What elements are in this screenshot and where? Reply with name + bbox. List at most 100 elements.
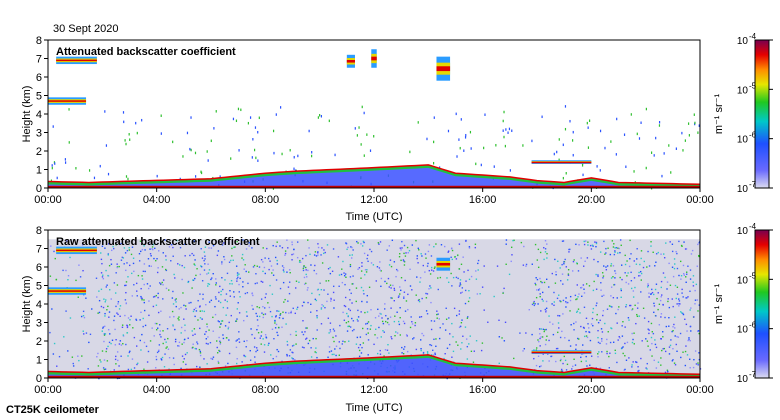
noise-speckle (344, 296, 347, 299)
noise-speckle (249, 359, 252, 361)
noise-speckle (365, 333, 368, 336)
noise-speckle (141, 278, 144, 280)
aerosol-speckle (610, 140, 612, 143)
aerosol-speckle (645, 107, 647, 111)
aerosol-speckle (190, 148, 192, 152)
aerosol-speckle (289, 148, 291, 152)
noise-speckle (610, 327, 612, 329)
aerosol-speckle (493, 165, 495, 168)
noise-speckle (605, 252, 607, 254)
noise-speckle (629, 304, 632, 307)
noise-speckle (671, 330, 673, 333)
noise-speckle (563, 355, 565, 358)
noise-speckle (620, 296, 622, 299)
noise-speckle (125, 269, 127, 272)
noise-speckle (557, 331, 559, 334)
noise-speckle (258, 315, 261, 318)
noise-speckle (565, 369, 568, 371)
noise-speckle (160, 358, 162, 360)
noise-speckle (173, 363, 175, 366)
noise-speckle (688, 337, 690, 339)
noise-speckle (631, 341, 634, 344)
noise-speckle (216, 352, 219, 354)
noise-speckle (458, 243, 461, 245)
noise-speckle (184, 329, 186, 332)
noise-speckle (672, 359, 674, 361)
noise-speckle (674, 335, 676, 337)
noise-speckle (350, 246, 352, 248)
noise-speckle (552, 323, 554, 325)
noise-speckle (660, 316, 662, 318)
noise-speckle (647, 283, 649, 285)
noise-speckle (140, 295, 142, 298)
noise-speckle (505, 263, 507, 265)
noise-speckle (616, 361, 618, 364)
noise-speckle (219, 341, 222, 344)
noise-speckle (425, 297, 428, 299)
noise-speckle (585, 360, 587, 362)
noise-speckle (392, 284, 394, 287)
noise-speckle (366, 257, 368, 260)
noise-speckle (230, 314, 232, 317)
noise-speckle (343, 304, 346, 307)
noise-speckle (75, 279, 77, 282)
noise-speckle (136, 363, 138, 366)
noise-speckle (231, 255, 233, 257)
noise-speckle (572, 260, 575, 263)
noise-speckle (144, 270, 146, 273)
noise-speckle (523, 348, 526, 350)
noise-speckle (685, 297, 687, 299)
noise-speckle (175, 298, 177, 300)
noise-speckle (338, 274, 341, 276)
aerosol-speckle (272, 129, 275, 133)
noise-speckle (281, 247, 284, 249)
noise-speckle (576, 284, 578, 286)
noise-speckle (255, 312, 257, 315)
aerosol-speckle (56, 176, 58, 180)
aerosol-speckle (64, 161, 67, 164)
noise-speckle (360, 270, 363, 272)
noise-speckle (301, 331, 303, 333)
noise-speckle (181, 355, 184, 357)
noise-speckle (666, 369, 669, 371)
noise-speckle (684, 248, 687, 250)
noise-speckle (194, 264, 196, 266)
noise-speckle (260, 335, 262, 337)
noise-speckle (422, 264, 424, 267)
noise-speckle (603, 265, 605, 267)
noise-speckle (100, 258, 103, 261)
noise-speckle (87, 368, 89, 370)
noise-speckle (100, 305, 103, 308)
noise-speckle (673, 267, 676, 270)
noise-speckle (104, 312, 106, 315)
noise-speckle (282, 317, 284, 320)
noise-speckle (379, 241, 382, 243)
noise-speckle (428, 244, 431, 246)
noise-speckle (77, 296, 79, 298)
noise-speckle (477, 259, 480, 262)
noise-speckle (629, 304, 631, 307)
noise-speckle (387, 277, 390, 280)
noise-speckle (686, 330, 688, 332)
noise-speckle (182, 361, 185, 363)
aerosol-speckle (504, 144, 506, 148)
noise-speckle (271, 293, 274, 295)
aerosol-speckle (361, 105, 363, 109)
noise-speckle (652, 251, 654, 254)
noise-speckle (245, 270, 247, 273)
noise-speckle (669, 284, 672, 286)
noise-speckle (207, 263, 209, 265)
noise-speckle (622, 352, 624, 355)
noise-speckle (199, 310, 201, 312)
noise-speckle (487, 321, 489, 323)
noise-speckle (274, 319, 276, 322)
aerosol-speckle (124, 139, 126, 142)
noise-speckle (148, 314, 150, 317)
noise-speckle (256, 315, 258, 317)
noise-speckle (624, 272, 626, 274)
noise-speckle (582, 284, 585, 286)
noise-speckle (582, 265, 585, 267)
noise-speckle (132, 257, 135, 259)
noise-speckle (403, 322, 406, 325)
noise-speckle (641, 340, 643, 342)
